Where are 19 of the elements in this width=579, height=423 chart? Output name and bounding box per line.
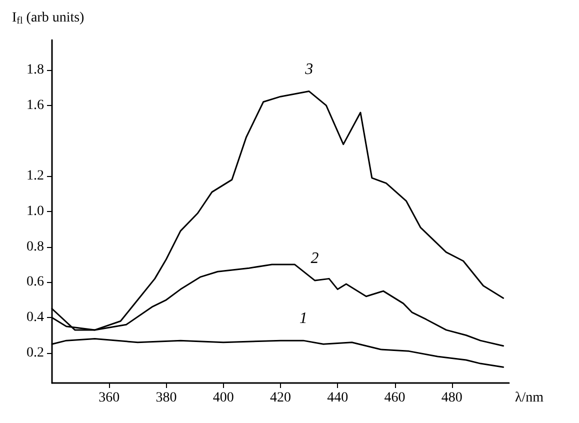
x-tick-label: 360 [98,390,120,406]
x-tick-label: 460 [384,390,406,406]
series-label: 3 [304,60,314,78]
y-tick-label: 0.6 [26,274,44,290]
y-tick-label: 0.8 [26,239,44,254]
x-tick-label: 420 [270,390,291,406]
y-tick-label: 0.2 [26,345,44,360]
x-axis-title: λ/nm [515,390,544,406]
y-tick-label: 1.0 [26,204,44,219]
y-tick-label: 0.4 [26,310,44,326]
y-tick-label: 1.2 [26,168,44,184]
y-tick-label: 1.8 [26,62,44,78]
series-label: 1 [299,310,308,328]
x-tick-label: 440 [327,390,348,406]
x-tick-label: 380 [156,390,177,406]
x-tick-label: 480 [441,390,462,406]
y-tick-label: 1.6 [26,98,44,113]
series-label: 2 [310,250,319,267]
x-tick-label: 400 [212,390,234,406]
